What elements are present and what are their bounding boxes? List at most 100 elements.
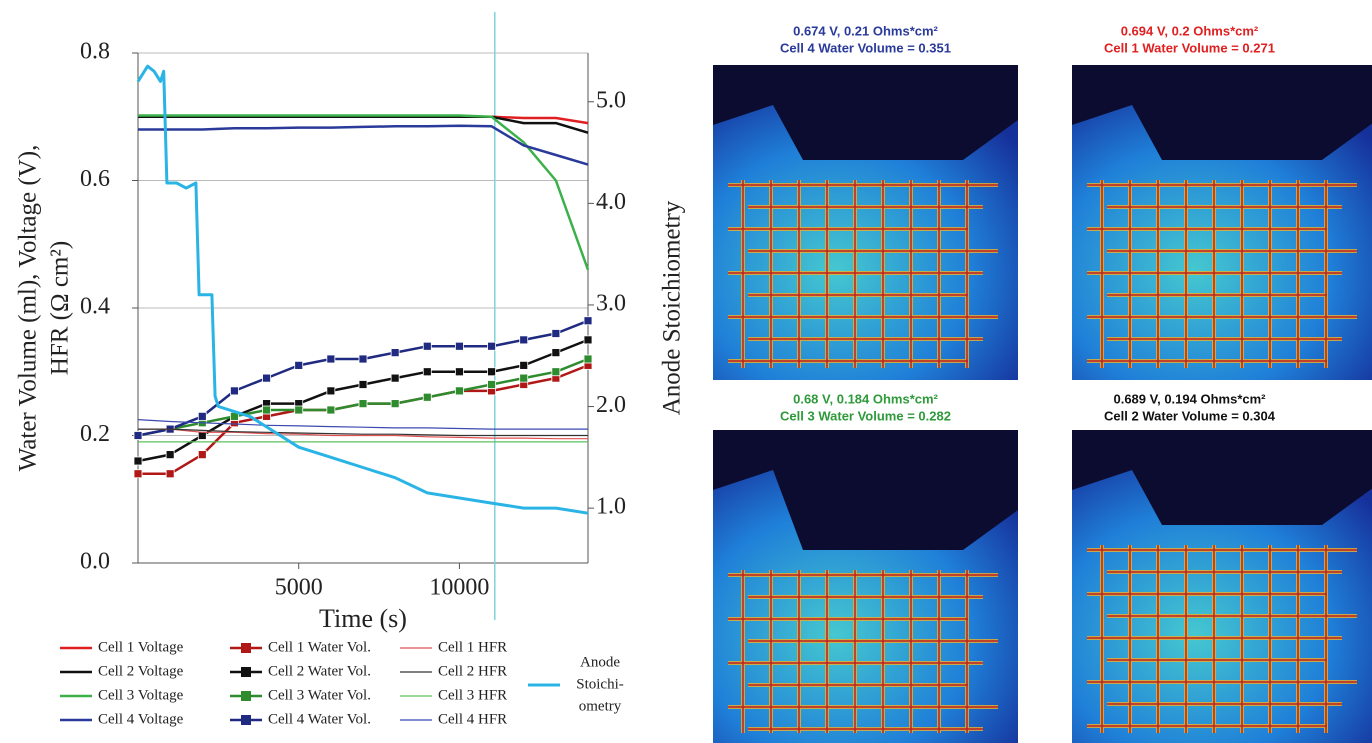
channel-outer [728, 180, 998, 368]
water-marker [326, 405, 336, 415]
water-marker [422, 392, 432, 402]
water-marker [519, 335, 529, 345]
channel-inner [728, 180, 998, 368]
water-marker [551, 348, 561, 358]
neutron-image [713, 430, 1018, 743]
x-tick-label: 5000 [275, 575, 323, 601]
legend-label: Cell 4 Water Vol. [268, 711, 371, 727]
image-title: Cell 4 Water Volume = 0.351 [780, 40, 951, 55]
water-marker [230, 386, 239, 396]
image-title: 0.674 V, 0.21 Ohms*cm² [793, 23, 938, 38]
channel-inner [728, 570, 998, 733]
neutron-image [1072, 430, 1372, 743]
legend-label: Cell 4 HFR [438, 711, 507, 727]
water-region [713, 105, 1018, 380]
y-tick-label: 0.0 [80, 549, 110, 575]
water-marker [487, 341, 496, 351]
image-title: Cell 3 Water Volume = 0.282 [780, 408, 951, 423]
water-marker [165, 469, 175, 479]
water-marker [358, 354, 368, 364]
x-axis-label: Time (s) [319, 604, 407, 633]
series-line [138, 124, 589, 166]
image-title: 0.689 V, 0.194 Ohms*cm² [1113, 391, 1266, 406]
series-line [137, 419, 588, 430]
water-marker [294, 405, 304, 415]
water-marker [519, 360, 529, 370]
water-marker [455, 367, 464, 377]
x-tick-label: 10000 [429, 575, 489, 601]
legend-label: Cell 4 Voltage [98, 711, 184, 727]
legend-label: Cell 2 Water Vol. [268, 663, 371, 679]
legend-label: ometry [579, 698, 622, 714]
legend-label: Cell 2 Voltage [98, 663, 184, 679]
water-marker [583, 316, 593, 326]
legend-marker [241, 691, 251, 701]
y2-tick-label: 4.0 [596, 189, 626, 215]
channel-outer [1087, 545, 1357, 733]
water-marker [455, 386, 464, 396]
channel-inner [1087, 180, 1357, 368]
y-axis-label: HFR (Ω cm²) [47, 241, 74, 375]
channel-inner [1087, 545, 1357, 733]
water-marker [262, 405, 271, 415]
water-marker [390, 348, 400, 358]
series-line [136, 64, 589, 515]
legend-label: Cell 2 HFR [438, 663, 507, 679]
water-marker [133, 431, 143, 440]
legend-label: Anode [580, 654, 620, 670]
image-title: 0.68 V, 0.184 Ohms*cm² [793, 391, 938, 406]
water-marker [358, 380, 368, 389]
legend-label: Stoichi- [576, 676, 624, 692]
water-marker [422, 341, 432, 351]
water-marker [358, 399, 368, 409]
water-marker [262, 373, 271, 383]
water-region [713, 470, 1018, 743]
legend-label: Cell 3 HFR [438, 687, 507, 703]
water-marker [197, 431, 207, 440]
water-marker [197, 411, 207, 421]
water-marker [294, 360, 304, 370]
water-marker [133, 456, 143, 466]
legend-label: Cell 3 Voltage [98, 687, 184, 703]
water-marker [390, 399, 400, 409]
water-marker [390, 373, 400, 383]
series-line [138, 428, 588, 437]
y-tick-label: 0.6 [80, 166, 110, 192]
legend-marker [241, 715, 251, 725]
legend-label: Cell 1 Voltage [98, 639, 184, 655]
water-marker [487, 367, 496, 377]
water-marker [133, 469, 143, 479]
neutron-image [1072, 65, 1372, 380]
y2-tick-label: 1.0 [596, 494, 626, 520]
y-tick-label: 0.8 [80, 39, 110, 65]
water-marker [583, 354, 593, 364]
water-marker [551, 367, 561, 377]
series-line [138, 114, 590, 271]
y2-tick-label: 2.0 [596, 392, 626, 418]
y2-tick-label: 5.0 [596, 87, 626, 113]
water-marker [583, 335, 593, 345]
water-marker [551, 329, 561, 338]
neutron-image [713, 65, 1018, 380]
legend-label: Cell 1 Water Vol. [268, 639, 371, 655]
legend-marker [241, 667, 251, 677]
legend-label: Cell 1 HFR [438, 639, 507, 655]
water-marker [326, 354, 336, 364]
water-marker [455, 341, 464, 351]
y-tick-label: 0.2 [80, 421, 110, 447]
water-marker [519, 373, 529, 383]
water-marker [326, 386, 336, 396]
y-tick-label: 0.4 [80, 294, 110, 320]
y-axis-label: Water Volume (ml), Voltage (V), [15, 145, 42, 472]
y2-tick-label: 3.0 [596, 290, 626, 316]
series-line [138, 115, 589, 134]
series-line [138, 428, 588, 440]
water-marker [165, 450, 175, 460]
water-marker [487, 380, 496, 389]
image-title: 0.694 V, 0.2 Ohms*cm² [1121, 23, 1259, 38]
legend-marker [241, 643, 251, 653]
y2-axis-label: Anode Stoichiometry [659, 200, 686, 415]
channel-outer [1087, 180, 1357, 368]
image-title: Cell 2 Water Volume = 0.304 [1104, 408, 1276, 423]
